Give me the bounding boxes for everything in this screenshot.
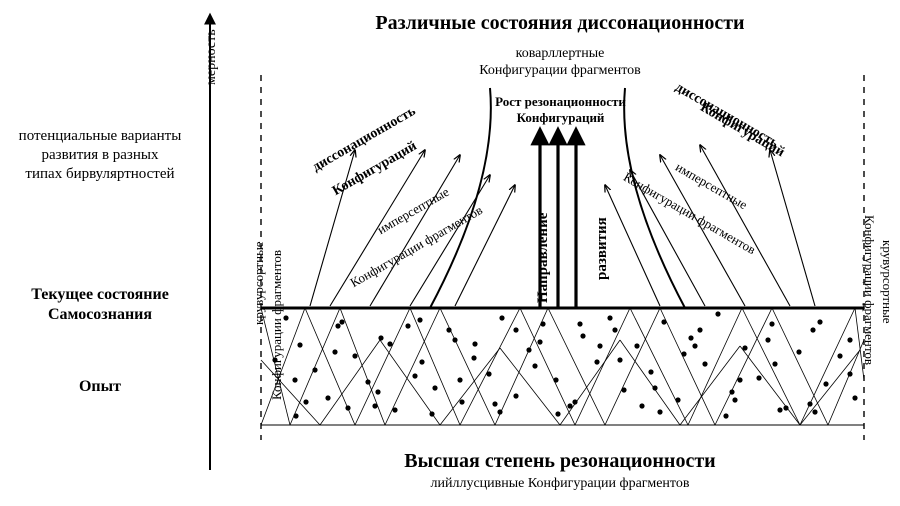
left-para-1: потенциальные варианты [0, 128, 200, 145]
left-para-3: типах бирвуляртностей [0, 166, 200, 183]
bottom-title: Высшая степень резонационности [280, 450, 840, 473]
right-dash-label-2: крувурсортные [879, 240, 894, 324]
title-top: Различные состояния диссонационности [280, 12, 840, 35]
sub-top-1: коварллертные [430, 46, 690, 62]
sub-top-2: Конфигурации фрагментов [410, 63, 710, 79]
center-growth-2: Конфигураций [478, 111, 643, 126]
center-growth-1: Рост резонационности [478, 95, 643, 110]
left-para-2: развития в разных [0, 147, 200, 164]
vert-direction: Направление [535, 213, 552, 303]
bottom-sub: лийллусцивные Конфигурации фрагментов [280, 476, 840, 492]
vert-development: развития [594, 217, 611, 280]
left-state-1: Текущее состояние [0, 286, 200, 304]
left-dash-label-2: Конфигурации фрагментов [270, 250, 285, 400]
yaxis-label: мерность [204, 29, 220, 85]
left-state-2: Самосознания [0, 306, 200, 324]
diagram-canvas: Различные состояния диссонационности ков… [0, 0, 900, 506]
left-dash-label-1: крувурсортные [252, 241, 267, 325]
right-dash-label-1: Конфигурации фрагментов [861, 215, 876, 365]
left-exp: Опыт [0, 378, 200, 396]
